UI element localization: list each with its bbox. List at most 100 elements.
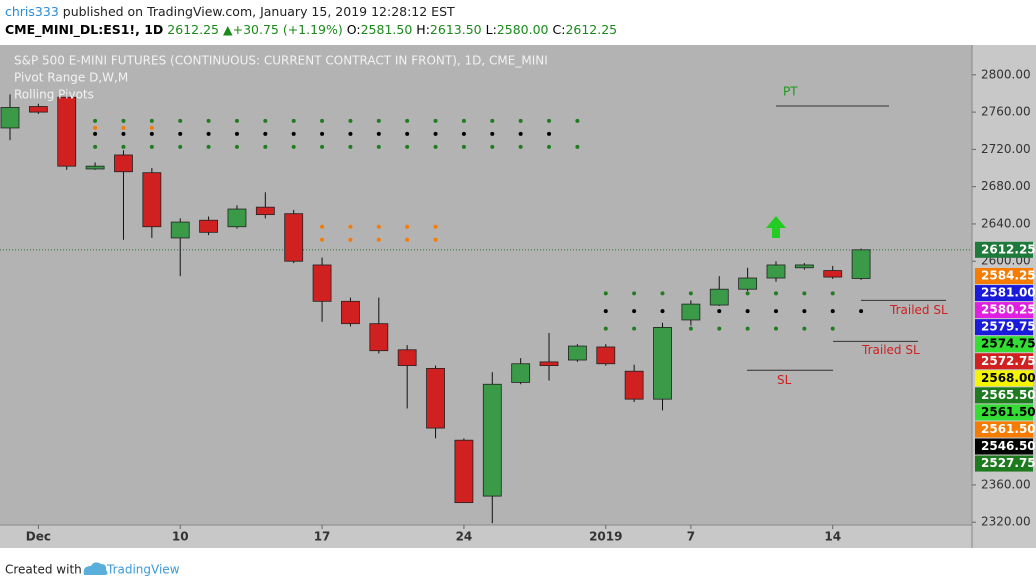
pivot-dot xyxy=(802,291,807,296)
published: published on TradingView.com, January 15… xyxy=(63,4,455,19)
candle-body xyxy=(681,303,701,321)
user[interactable]: chris333 xyxy=(5,4,59,19)
candle-body xyxy=(28,106,48,113)
candle-body xyxy=(511,363,531,383)
pivot-dot xyxy=(802,309,807,314)
candle-body xyxy=(482,383,502,497)
candle-body xyxy=(85,165,105,170)
last: 2612.25 xyxy=(167,22,219,37)
pivot-dot xyxy=(461,118,466,123)
candle-body xyxy=(114,154,133,173)
candle-body xyxy=(255,206,275,216)
pivot-dot xyxy=(433,224,438,229)
pivot-dot xyxy=(745,326,750,331)
pivot-dot xyxy=(660,291,665,296)
price-label: 2561.50 xyxy=(981,405,1036,419)
x-tick-label: 10 xyxy=(172,530,189,544)
y-tick-label: 2320.00 xyxy=(981,515,1031,529)
pivot-dot xyxy=(234,144,239,149)
price-label: 2572.75 xyxy=(981,354,1036,368)
candle-body xyxy=(199,219,218,233)
header-bg xyxy=(0,0,1036,45)
last-price-box xyxy=(975,241,1033,258)
pivot-dot xyxy=(291,131,296,136)
pivot-dot xyxy=(149,118,154,123)
candle-body xyxy=(851,249,871,279)
pivot-dot xyxy=(688,291,693,296)
price-label: 2579.75 xyxy=(981,320,1036,334)
pivot-dot xyxy=(433,118,438,123)
pivot-dot xyxy=(575,144,580,149)
pivot-dot xyxy=(745,309,750,314)
pivot-dot xyxy=(490,144,495,149)
x-tick-label: Dec xyxy=(26,530,51,544)
pivot-dot xyxy=(830,326,835,331)
pivot-dot xyxy=(547,118,552,123)
y-tick-label: 2800.00 xyxy=(981,67,1031,81)
y-tick-label: 2360.00 xyxy=(981,477,1031,491)
pivot-dot xyxy=(461,144,466,149)
pivot-dot xyxy=(121,131,126,136)
candle-body xyxy=(57,96,77,167)
change: ▲+30.75 (+1.19%) xyxy=(223,22,343,37)
chart-layer: 2800.002760.002720.002680.002640.002600.… xyxy=(0,67,1036,544)
pivot-dot xyxy=(405,131,410,136)
pivot-dot xyxy=(830,291,835,296)
pivot-dot xyxy=(178,118,183,123)
footer-brand[interactable]: TradingView xyxy=(106,563,180,577)
pivot-dot xyxy=(405,237,410,242)
pivot-dot xyxy=(263,144,268,149)
pivot-dot xyxy=(518,118,523,123)
candle-body xyxy=(227,208,247,228)
pivot-dot xyxy=(149,125,154,130)
pivot-dot xyxy=(575,118,580,123)
candle-body xyxy=(142,172,162,228)
pivot-dot xyxy=(376,237,381,242)
candle-body xyxy=(539,361,559,367)
pivot-dot xyxy=(405,144,410,149)
annotation-text: Trailed SL xyxy=(889,303,948,317)
candle-body xyxy=(369,323,389,352)
pivot-dot xyxy=(433,144,438,149)
annotation-text: PT xyxy=(783,85,798,99)
pivot-dot xyxy=(376,144,381,149)
pivot-dot xyxy=(234,131,239,136)
pivot-dot xyxy=(121,125,126,130)
pivot-dot xyxy=(405,118,410,123)
price-label: 2561.50 xyxy=(981,422,1036,436)
x-tick-label: 24 xyxy=(456,530,473,544)
pivot-dot xyxy=(348,237,353,242)
pivot-dot xyxy=(149,144,154,149)
pivot-dot xyxy=(490,131,495,136)
pivot-dot xyxy=(376,131,381,136)
candle-body xyxy=(624,370,644,400)
header-line-1: chris333 published on TradingView.com, J… xyxy=(5,4,455,19)
indicator-label: Pivot Range D,W,M xyxy=(14,71,128,85)
candle-body xyxy=(653,327,672,400)
y-tick-label: 2720.00 xyxy=(981,142,1031,156)
l-label: L: xyxy=(486,22,497,37)
pivot-dot xyxy=(121,144,126,149)
pivot-dot xyxy=(518,131,523,136)
price-label-box xyxy=(975,319,1033,336)
pivot-dot xyxy=(376,118,381,123)
price-label-box xyxy=(975,438,1033,455)
x-tick-label: 7 xyxy=(687,530,695,544)
price-label: 2580.25 xyxy=(981,303,1036,317)
annotation-text: Trailed SL xyxy=(861,343,920,357)
pivot-dot xyxy=(263,118,268,123)
pivot-dot xyxy=(603,291,608,296)
price-label-box xyxy=(975,455,1033,472)
price-label-box xyxy=(975,285,1033,302)
price-label: 2527.75 xyxy=(981,456,1036,470)
pivot-dot xyxy=(348,131,353,136)
candle-body xyxy=(823,270,843,278)
h-label: H: xyxy=(416,22,430,37)
pivot-dot xyxy=(660,309,665,314)
h-value: 2613.50 xyxy=(430,22,482,37)
pivot-dot xyxy=(291,118,296,123)
time-axis-bg xyxy=(0,525,972,548)
pivot-dot xyxy=(632,309,637,314)
pivot-dot xyxy=(830,309,835,314)
brand-logo xyxy=(83,562,108,575)
